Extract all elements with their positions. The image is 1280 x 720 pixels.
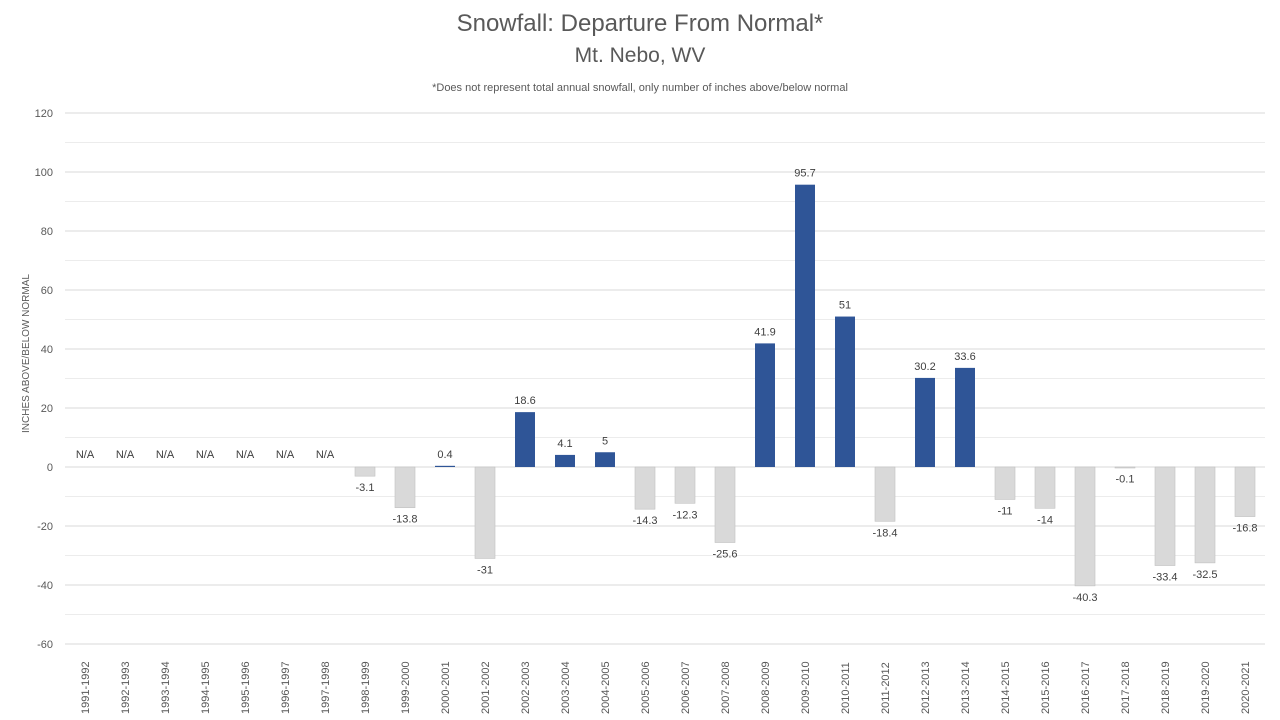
data-label: -25.6 — [712, 549, 737, 561]
x-tick-label: 2015-2016 — [1040, 661, 1052, 714]
bar — [1034, 466, 1056, 509]
data-label: -16.8 — [1232, 523, 1257, 535]
x-tick-label: 2019-2020 — [1200, 661, 1212, 714]
data-label: 0.4 — [437, 449, 452, 461]
data-label: 33.6 — [954, 351, 975, 363]
x-tick-label: 2018-2019 — [1160, 661, 1172, 714]
data-label: 51 — [839, 300, 851, 312]
bar — [1154, 466, 1176, 566]
x-tick-label: 2001-2002 — [480, 661, 492, 714]
bar — [1194, 466, 1216, 564]
bar — [595, 452, 615, 467]
bar — [994, 466, 1016, 500]
bar — [835, 316, 855, 467]
data-label: N/A — [276, 449, 295, 461]
bar — [474, 466, 496, 559]
x-tick-label: 1994-1995 — [200, 661, 212, 714]
data-label: 5 — [602, 435, 608, 447]
x-tick-label: 1996-1997 — [280, 661, 292, 714]
data-label: -0.1 — [1116, 473, 1135, 485]
y-tick-label: -40 — [37, 580, 53, 592]
bar — [1074, 466, 1096, 587]
data-label: -40.3 — [1072, 592, 1097, 604]
bar — [714, 466, 736, 543]
x-tick-label: 2011-2012 — [880, 662, 892, 714]
chart-note: *Does not represent total annual snowfal… — [432, 82, 848, 94]
x-tick-label: 2006-2007 — [680, 661, 692, 714]
x-tick-label: 1997-1998 — [320, 661, 332, 714]
y-tick-label: -20 — [37, 521, 53, 533]
x-tick-label: 1993-1994 — [160, 661, 172, 714]
y-tick-label: -60 — [37, 639, 53, 651]
data-label: -18.4 — [872, 527, 897, 539]
data-label: -14.3 — [632, 515, 657, 527]
data-label: 4.1 — [557, 438, 572, 450]
chart-title: Snowfall: Departure From Normal* — [456, 10, 824, 37]
data-label: -31 — [477, 564, 493, 576]
bar — [955, 367, 975, 467]
bar — [634, 466, 656, 510]
data-label: 18.6 — [514, 395, 535, 407]
data-label: N/A — [236, 449, 255, 461]
bar — [755, 343, 775, 467]
bar — [394, 466, 416, 509]
x-tick-label: 2014-2015 — [1000, 661, 1012, 714]
bar — [674, 466, 696, 504]
x-tick-label: 2003-2004 — [560, 661, 572, 714]
bar — [915, 377, 935, 467]
x-tick-label: 1998-1999 — [360, 661, 372, 714]
bar — [555, 454, 575, 467]
data-label: -12.3 — [672, 509, 697, 521]
bar — [795, 184, 815, 467]
data-label: -32.5 — [1192, 569, 1217, 581]
x-tick-label: 2013-2014 — [960, 661, 972, 714]
chart-subtitle: Mt. Nebo, WV — [574, 44, 706, 67]
x-tick-label: 2009-2010 — [800, 661, 812, 714]
x-tick-label: 2004-2005 — [600, 661, 612, 714]
data-label: 41.9 — [754, 326, 775, 338]
data-label: -33.4 — [1152, 572, 1177, 584]
x-tick-label: 2008-2009 — [760, 661, 772, 714]
bar — [1234, 466, 1256, 517]
data-label: N/A — [196, 449, 215, 461]
bar — [874, 466, 896, 522]
data-label: -3.1 — [356, 482, 375, 494]
x-tick-label: 1992-1993 — [120, 661, 132, 714]
data-label: N/A — [76, 449, 95, 461]
x-tick-label: 2017-2018 — [1120, 661, 1132, 714]
x-tick-label: 1991-1992 — [80, 661, 92, 714]
data-label: -13.8 — [392, 514, 417, 526]
y-tick-label: 120 — [35, 108, 53, 120]
x-tick-label: 2000-2001 — [440, 661, 452, 714]
y-tick-label: 80 — [41, 226, 53, 238]
y-tick-label: 40 — [41, 344, 53, 356]
data-label: N/A — [116, 449, 135, 461]
y-tick-label: 100 — [35, 167, 53, 179]
data-label: 95.7 — [794, 168, 815, 180]
data-label: N/A — [316, 449, 335, 461]
x-tick-label: 2010-2011 — [840, 662, 852, 714]
y-axis-label: INCHES ABOVE/BELOW NORMAL — [21, 274, 32, 433]
data-label: -11 — [997, 505, 1012, 517]
y-tick-label: 20 — [41, 403, 53, 415]
y-tick-label: 0 — [47, 462, 53, 474]
x-tick-label: 2020-2021 — [1240, 661, 1252, 714]
data-label: 30.2 — [914, 361, 935, 373]
bar — [354, 466, 376, 477]
bar — [1114, 466, 1136, 469]
x-tick-label: 2005-2006 — [640, 661, 652, 714]
x-tick-label: 2002-2003 — [520, 661, 532, 714]
data-label: N/A — [156, 449, 175, 461]
x-tick-label: 2007-2008 — [720, 661, 732, 714]
x-tick-label: 1999-2000 — [400, 661, 412, 714]
y-tick-label: 60 — [41, 285, 53, 297]
bar — [515, 412, 535, 467]
x-tick-label: 2012-2013 — [920, 661, 932, 714]
data-label: -14 — [1037, 514, 1053, 526]
bar — [435, 465, 455, 467]
x-tick-label: 1995-1996 — [240, 661, 252, 714]
x-tick-label: 2016-2017 — [1080, 661, 1092, 714]
